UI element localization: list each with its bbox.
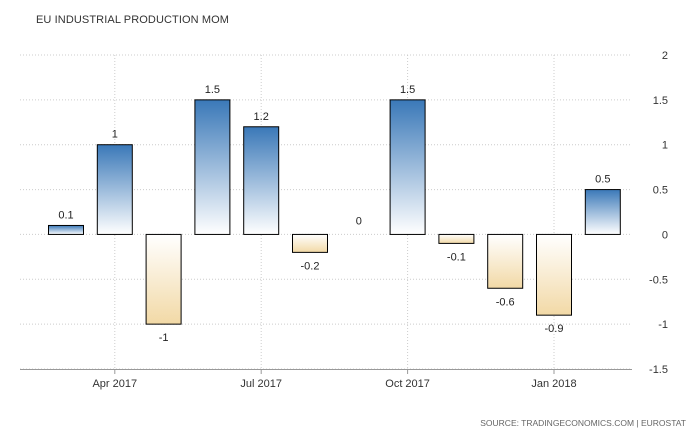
bar bbox=[292, 233, 328, 253]
y-tick-label: 0 bbox=[662, 229, 668, 241]
data-label: -1 bbox=[159, 332, 169, 344]
data-label: -0.6 bbox=[496, 296, 515, 308]
bar bbox=[487, 233, 524, 289]
bar bbox=[243, 126, 280, 235]
x-tick-label: Jul 2017 bbox=[240, 378, 282, 390]
data-label: 1.5 bbox=[205, 84, 220, 96]
data-label: 1 bbox=[112, 129, 118, 141]
x-axis-ticks: Apr 2017 Jul 2017 Oct 2017 Jan 2018 bbox=[20, 369, 632, 390]
x-tick-label: Jan 2018 bbox=[531, 378, 576, 390]
bar bbox=[584, 189, 621, 235]
data-labels: 0.1 1 -1 1.5 1.2 -0.2 0 1.5 -0.1 -0.6 -0.9 0.5 bbox=[58, 84, 610, 344]
source-note: SOURCE: TRADINGECONOMICS.COM | EUROSTAT bbox=[480, 418, 686, 428]
x-tick-label: Oct 2017 bbox=[385, 378, 430, 390]
y-tick-label: 1.5 bbox=[653, 95, 668, 107]
data-label: 1.2 bbox=[254, 111, 269, 123]
data-label: 0.5 bbox=[595, 174, 610, 186]
y-axis-ticks: 2 1.5 1 0.5 0 -0.5 -1 -1.5 bbox=[649, 50, 668, 376]
bar bbox=[194, 99, 231, 235]
y-tick-label: -1 bbox=[658, 319, 668, 331]
bar bbox=[48, 224, 84, 235]
bar bbox=[145, 233, 182, 325]
chart-title: EU INDUSTRIAL PRODUCTION MOM bbox=[36, 14, 230, 26]
bar bbox=[96, 144, 133, 235]
bar bbox=[389, 99, 426, 235]
data-label: -0.1 bbox=[447, 251, 466, 263]
data-label: -0.2 bbox=[301, 260, 320, 272]
y-tick-label: 2 bbox=[662, 50, 668, 62]
bars bbox=[48, 99, 621, 325]
y-tick-label: -0.5 bbox=[649, 274, 668, 286]
y-tick-label: 0.5 bbox=[653, 185, 668, 197]
y-tick-label: 1 bbox=[662, 140, 668, 152]
bar bbox=[438, 233, 475, 244]
data-label: 0 bbox=[356, 215, 362, 227]
x-tick-label: Apr 2017 bbox=[92, 378, 137, 390]
bar bbox=[536, 233, 572, 316]
data-label: 1.5 bbox=[400, 84, 415, 96]
y-tick-label: -1.5 bbox=[649, 364, 668, 376]
data-label: 0.1 bbox=[58, 209, 73, 221]
data-label: -0.9 bbox=[545, 323, 564, 335]
